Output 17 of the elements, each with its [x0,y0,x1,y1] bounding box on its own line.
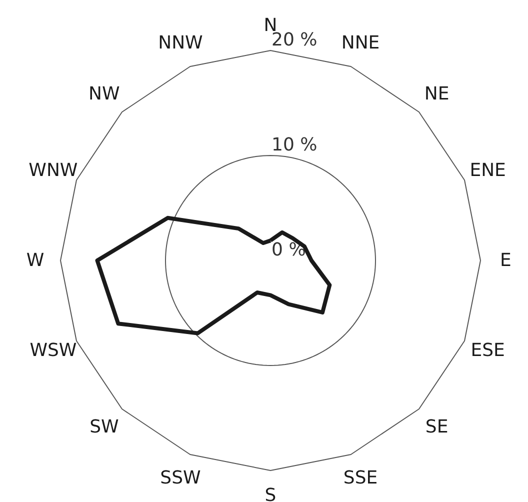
spoke-label: SSW [160,467,202,488]
spoke-label: W [26,250,44,271]
spoke-label: E [500,250,512,271]
spoke-label: NNW [158,32,204,54]
y-tick-label: 20 % [272,30,318,50]
spoke-label: SSE [343,467,378,488]
spoke-label: ESE [470,340,505,362]
spoke-label: NW [88,84,120,105]
spoke-label: NNE [341,32,380,54]
spoke-label: NE [424,84,450,105]
spoke-label: S [264,485,276,502]
spoke-label: SW [90,416,119,438]
spoke-label: WSW [30,340,77,362]
y-tick-label: 10 % [272,134,318,156]
spoke-label: WNW [28,160,78,181]
spoke-label: SE [425,416,448,438]
spoke-label: ENE [470,160,506,181]
